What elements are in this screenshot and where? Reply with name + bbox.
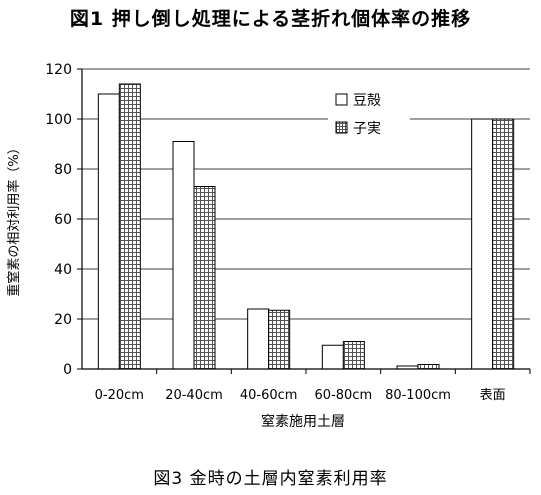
x-tick-label-1: 20-40cm (165, 388, 223, 403)
bar-bean-hull-1 (172, 141, 195, 370)
x-tick-label-4: 80-100cm (385, 388, 451, 403)
y-tick-label-80: 80 (54, 162, 72, 178)
legend-swatch-seed (335, 121, 348, 134)
legend: 豆殻 子実 (328, 83, 410, 149)
y-tick-label-60: 60 (54, 212, 72, 228)
bars (97, 83, 515, 370)
bar-seed-2 (268, 309, 291, 370)
y-tick-label-100: 100 (45, 112, 72, 128)
x-axis-label: 窒素施用土層 (261, 413, 345, 430)
y-tick-label-120: 120 (45, 62, 72, 78)
bar-bean-hull-2 (247, 308, 270, 370)
y-axis-label: 重窒素の相対利用率（%） (6, 141, 22, 296)
gridlines (77, 68, 531, 374)
bar-seed-3 (342, 341, 365, 370)
bar-seed-1 (193, 186, 216, 370)
y-tick-label-0: 0 (63, 362, 72, 378)
x-tick-label-5: 表面 (480, 388, 506, 403)
legend-swatch-bean-hull (335, 93, 348, 106)
x-tick-label-3: 60-80cm (315, 388, 373, 403)
y-tick-label-40: 40 (54, 262, 72, 278)
bar-bean-hull-3 (321, 344, 344, 370)
legend-label-bean-hull: 豆殻 (353, 93, 381, 109)
y-tick-label-20: 20 (54, 312, 72, 328)
bar-seed-5 (492, 118, 515, 370)
bar-seed-0 (118, 83, 141, 370)
page-title: 図1 押し倒し処理による茎折れ個体率の推移 (69, 8, 472, 30)
axes (81, 69, 530, 370)
tick-labels: 0 20 40 60 80 100 120 0-20cm 20-40cm 40-60cm 60-80… (45, 62, 505, 403)
bar-bean-hull-0 (97, 93, 120, 370)
x-tick-label-2: 40-60cm (240, 388, 298, 403)
legend-label-seed: 子実 (353, 121, 381, 137)
figure-caption: 図3 金時の土層内窒素利用率 (153, 469, 388, 489)
bar-seed-4 (417, 364, 440, 370)
bar-bean-hull-5 (471, 118, 494, 370)
x-tick-label-0: 0-20cm (95, 388, 144, 403)
